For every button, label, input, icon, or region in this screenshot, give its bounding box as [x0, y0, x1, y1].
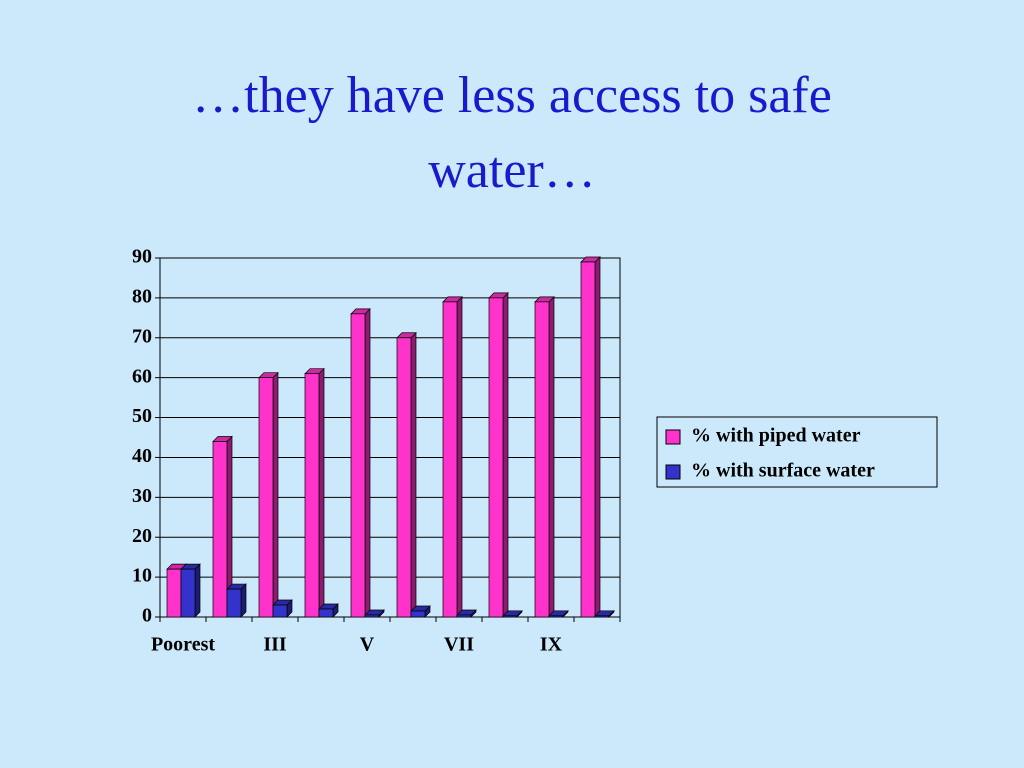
- x-tick-label: Poorest: [151, 634, 215, 656]
- bar-side: [502, 292, 509, 618]
- bar: [396, 337, 412, 618]
- y-tick-label: 70: [132, 325, 152, 347]
- bar: [304, 373, 320, 618]
- y-tick-label: 20: [132, 525, 152, 547]
- bar: [502, 615, 518, 618]
- legend-swatch: [665, 429, 681, 445]
- y-tick-label: 90: [132, 246, 152, 268]
- y-tick-label: 10: [132, 565, 152, 587]
- bar: [180, 568, 196, 618]
- bar-side: [548, 296, 555, 618]
- legend: [656, 416, 938, 488]
- bar-side: [364, 307, 371, 618]
- bar: [594, 615, 610, 618]
- y-tick-label: 30: [132, 485, 152, 507]
- bar: [488, 297, 504, 618]
- bar-side: [240, 583, 247, 618]
- y-tick-label: 60: [132, 365, 152, 387]
- bar: [166, 568, 182, 618]
- bar-side: [594, 256, 601, 618]
- x-tick-label: VII: [444, 634, 474, 656]
- bar: [364, 614, 380, 618]
- y-tick-label: 50: [132, 405, 152, 427]
- bar: [226, 588, 242, 618]
- bar: [456, 614, 472, 618]
- bar: [258, 377, 274, 618]
- bar: [350, 313, 366, 618]
- x-tick-label: III: [263, 634, 287, 656]
- y-tick-label: 80: [132, 285, 152, 307]
- bar: [272, 604, 288, 618]
- y-tick-label: 0: [142, 605, 152, 627]
- bar: [534, 301, 550, 618]
- y-tick-label: 40: [132, 445, 152, 467]
- bar: [442, 301, 458, 618]
- bar: [580, 261, 596, 618]
- x-tick-label: V: [360, 634, 375, 656]
- bar: [212, 441, 228, 618]
- legend-swatch: [665, 464, 681, 480]
- legend-label: % with surface water: [691, 460, 875, 482]
- bar: [410, 610, 426, 618]
- bar-side: [456, 296, 463, 618]
- bar: [318, 608, 334, 618]
- bar-side: [194, 563, 201, 618]
- bar-side: [318, 367, 325, 618]
- bar-side: [272, 371, 279, 618]
- x-tick-label: IX: [540, 634, 563, 656]
- bar-side: [410, 331, 417, 618]
- bar: [548, 615, 564, 618]
- chart-title: …they have less access to safe water…: [192, 67, 832, 199]
- legend-label: % with piped water: [691, 425, 861, 447]
